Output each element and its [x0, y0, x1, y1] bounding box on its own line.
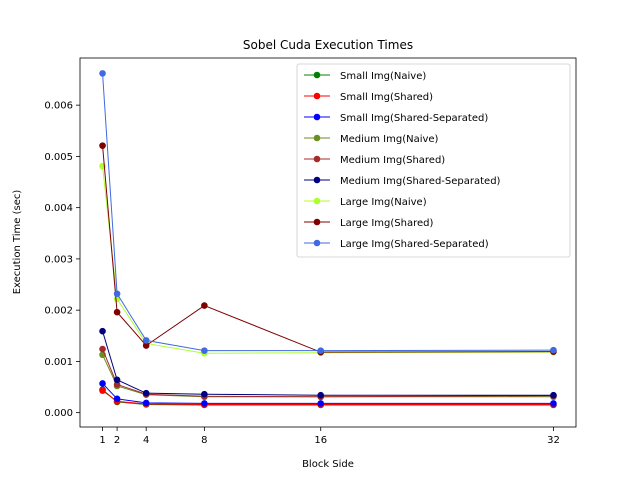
y-tick-label: 0.004	[44, 203, 73, 214]
data-point	[99, 345, 106, 353]
data-point	[142, 342, 150, 349]
x-axis-label: Block Side	[302, 459, 354, 470]
legend-swatch-marker	[313, 176, 321, 184]
series-line-1	[102, 390, 554, 405]
legend-swatch-marker	[313, 134, 321, 142]
data-point	[201, 347, 208, 354]
data-point	[201, 390, 208, 398]
y-tick-label: 0.003	[44, 254, 73, 265]
data-point	[99, 380, 106, 387]
legend-label: Medium Img(Shared)	[340, 155, 445, 166]
legend-swatch-marker	[313, 197, 321, 205]
y-tick-label: 0.001	[44, 357, 73, 368]
data-point	[99, 387, 106, 394]
legend-label: Medium Img(Naive)	[340, 134, 439, 145]
legend-swatch-marker	[313, 92, 321, 100]
plot-area	[79, 57, 577, 428]
data-point	[317, 400, 325, 407]
legend-label: Large Img(Naive)	[340, 197, 427, 208]
series-line-2	[102, 383, 554, 404]
legend-box	[296, 63, 571, 258]
x-tick-label: 1	[99, 435, 105, 446]
legend-swatch-marker	[313, 113, 321, 121]
y-tick-label: 0.005	[44, 152, 73, 163]
data-point	[201, 302, 208, 309]
y-tick-label: 0.002	[44, 306, 73, 317]
legend-swatch-marker	[313, 239, 321, 247]
data-point	[113, 308, 121, 316]
y-axis-label: Execution Time (sec)	[12, 190, 23, 295]
data-point	[550, 391, 557, 399]
legend-label: Large Img(Shared-Separated)	[340, 239, 489, 250]
chart-title: Sobel Cuda Execution Times	[243, 38, 413, 52]
series-line-5	[102, 331, 554, 396]
y-axis: 0.000 0.001 0.002 0.003 0.004 0.005 0.006	[44, 101, 80, 419]
x-axis: 1 2 4 8 16 32	[99, 427, 560, 446]
series-line-6	[102, 166, 554, 354]
series-line-8	[102, 73, 554, 352]
legend-label: Large Img(Shared)	[340, 218, 433, 229]
x-tick-label: 2	[114, 435, 120, 446]
y-tick-label: 0.006	[44, 101, 73, 112]
legend-label: Small Img(Shared)	[340, 92, 433, 103]
x-tick-label: 16	[314, 435, 327, 446]
legend-swatch-marker	[313, 218, 321, 226]
legend: Small Img(Naive) Small Img(Shared) Small I…	[296, 63, 571, 258]
legend-label: Medium Img(Shared-Separated)	[340, 176, 501, 187]
x-tick-label: 8	[201, 435, 207, 446]
legend-label: Small Img(Shared-Separated)	[340, 113, 488, 124]
data-point	[550, 400, 557, 407]
series-line-3	[102, 354, 554, 398]
y-tick-label: 0.000	[44, 408, 73, 419]
data-point	[550, 346, 557, 354]
x-tick-label: 32	[547, 435, 560, 446]
data-point	[317, 391, 325, 399]
data-point	[113, 395, 121, 403]
data-point	[142, 389, 150, 397]
legend-swatch-marker	[313, 71, 321, 79]
data-point	[317, 347, 325, 354]
x-tick-label: 4	[143, 435, 149, 446]
data-point	[201, 400, 208, 407]
legend-swatch-marker	[313, 155, 321, 163]
data-point	[99, 327, 106, 335]
data-point	[142, 337, 150, 344]
data-point	[113, 381, 121, 388]
series-line-7	[102, 145, 554, 353]
data-point	[113, 290, 121, 298]
data-point	[99, 142, 106, 149]
series-line-4	[102, 348, 554, 398]
axes-frame	[79, 57, 577, 428]
data-point	[142, 399, 150, 407]
data-point	[99, 70, 106, 77]
data-point	[113, 376, 121, 384]
legend-label: Small Img(Naive)	[340, 71, 426, 82]
